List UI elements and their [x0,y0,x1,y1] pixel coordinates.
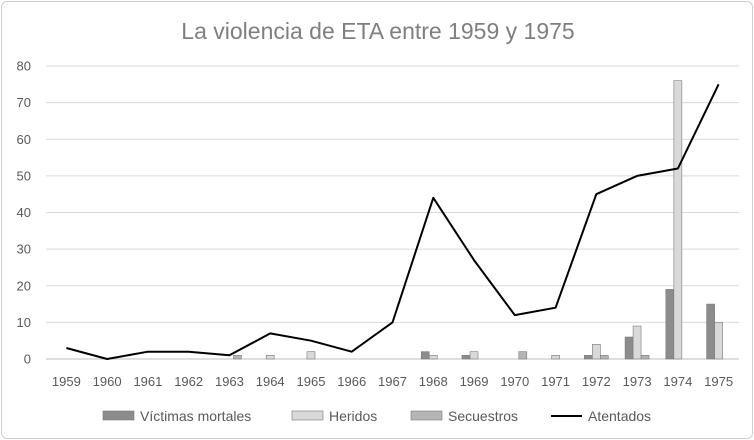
bar-heridos [469,351,479,360]
bar-víctimas-mortales [461,355,471,360]
y-tick-label: 10 [17,315,31,330]
bar-heridos [306,351,316,360]
bar-heridos [592,344,601,360]
x-tick-label: 1969 [460,374,489,389]
x-tick-label: 1975 [704,374,733,389]
y-tick-label: 20 [17,278,31,293]
legend-item: Víctimas mortales [102,408,251,424]
chart-title: La violencia de ETA entre 1959 y 1975 [181,18,574,44]
bar-víctimas-mortales [665,289,675,360]
bar-heridos [632,325,642,360]
bar-heridos [714,322,723,360]
line-atentados [66,83,720,360]
bar-víctimas-mortales [584,355,593,360]
gridlines [46,65,739,360]
legend-swatch [291,410,324,421]
bar-secuestros [600,355,609,360]
legend-swatch [410,410,443,421]
y-tick-label: 40 [17,205,31,220]
legend-label: Secuestros [448,408,518,424]
x-tick-label: 1963 [215,374,244,389]
legend-label: Heridos [329,408,377,424]
x-tick-label: 1968 [419,374,448,389]
y-tick-label: 0 [24,352,31,367]
bar-secuestros [640,355,650,360]
x-tick-label: 1971 [541,374,570,389]
bar-heridos [265,355,275,360]
legend-item: Secuestros [410,408,518,424]
x-tick-label: 1967 [378,374,407,389]
y-tick-label: 60 [17,132,31,147]
y-tick-label: 80 [17,59,31,74]
bar-secuestros [518,351,528,360]
x-axis: 1959 1960 1961 1962 1963 1964 1965 1966 1967 1968… [52,374,733,389]
bars [233,80,723,360]
line-series [66,83,720,360]
y-tick-label: 30 [17,242,31,257]
bar-víctimas-mortales [624,336,634,360]
bar-heridos [673,80,683,360]
x-tick-label: 1965 [297,374,326,389]
bar-víctimas-mortales [706,303,715,360]
x-tick-label: 1964 [256,374,285,389]
bar-heridos [428,355,438,360]
y-axis: 0 10 20 30 40 50 60 70 80 [17,59,31,367]
y-tick-label: 50 [17,168,31,183]
y-tick-label: 70 [17,95,31,110]
legend-label: Atentados [588,408,651,424]
x-tick-label: 1960 [93,374,122,389]
bar-heridos [551,355,560,360]
x-tick-label: 1961 [133,374,162,389]
legend-item: Atentados [551,408,651,424]
legend: Víctimas mortales Heridos Secuestros Atenta… [102,408,651,424]
bar-víctimas-mortales [420,351,430,360]
x-tick-label: 1959 [52,374,81,389]
x-tick-label: 1962 [174,374,203,389]
legend-swatch [102,410,135,421]
x-tick-label: 1970 [500,374,529,389]
x-tick-label: 1966 [337,374,366,389]
legend-label: Víctimas mortales [140,408,251,424]
x-tick-label: 1972 [582,374,611,389]
legend-item: Heridos [291,408,377,424]
x-tick-label: 1974 [663,374,692,389]
x-tick-label: 1973 [623,374,652,389]
bar-secuestros [233,355,242,360]
